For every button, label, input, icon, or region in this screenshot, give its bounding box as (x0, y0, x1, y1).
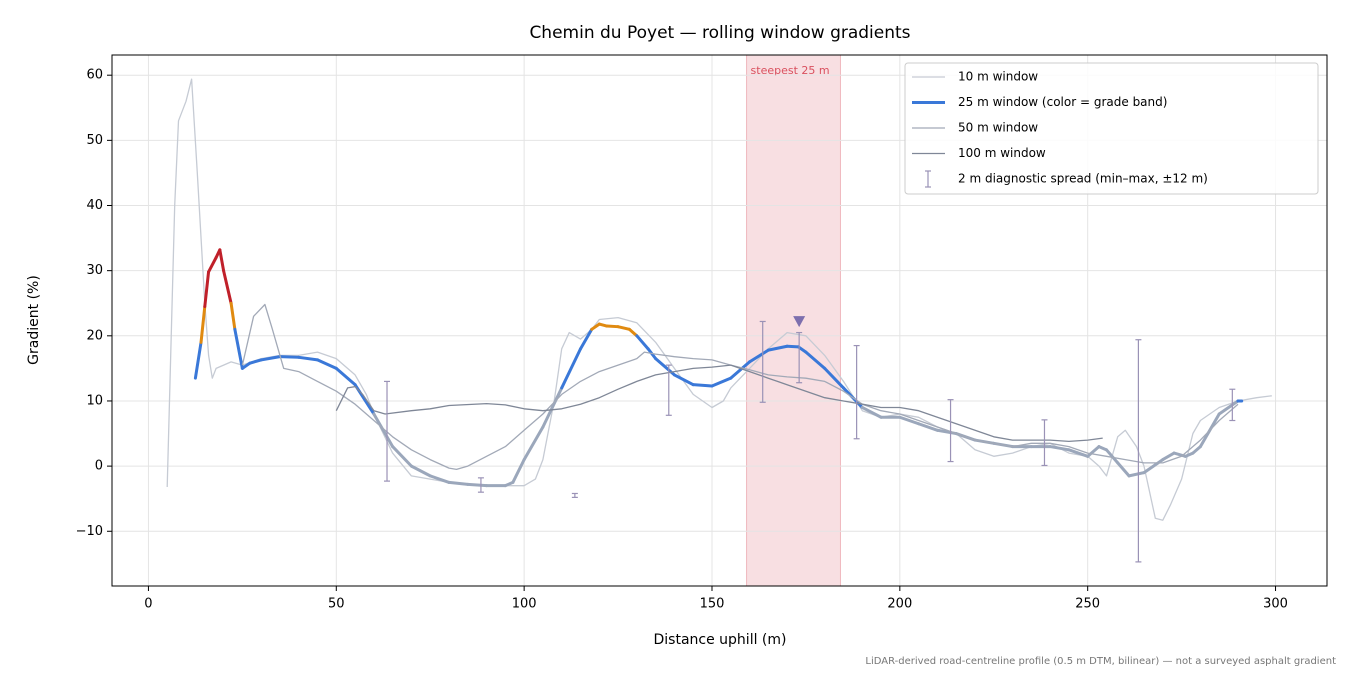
y-tick-label: 0 (95, 459, 103, 474)
legend-label: 10 m window (958, 70, 1038, 84)
series-line (241, 303, 1239, 471)
error-bar (853, 344, 860, 440)
line-segment (691, 383, 714, 388)
line-segment (240, 361, 252, 370)
x-axis-label: Distance uphill (m) (654, 632, 787, 648)
line-segment (710, 376, 733, 388)
error-bar (759, 320, 766, 403)
plot-frame (111, 54, 1328, 587)
line-segment (1104, 448, 1120, 465)
y-tick-label: 10 (86, 393, 103, 408)
peak-marker (793, 316, 806, 328)
x-tick-label: 100 (512, 597, 537, 612)
line-segment (316, 358, 338, 370)
line-segment (207, 256, 218, 274)
highlight-label: steepest 25 m (751, 64, 830, 77)
line-segment (1067, 448, 1090, 458)
x-tick-label: 200 (887, 597, 912, 612)
line-segment (804, 350, 827, 370)
y-tick-label: 60 (86, 68, 103, 83)
error-bar (384, 380, 391, 482)
line-segment (218, 248, 226, 273)
legend-label: 25 m window (color = grade band) (958, 95, 1167, 109)
line-segment (635, 334, 650, 351)
highlight-band (746, 54, 841, 587)
line-segment (522, 425, 545, 462)
line-segment (823, 366, 845, 390)
line-segment (1048, 445, 1071, 452)
line-segment (391, 445, 413, 468)
line-segment (297, 355, 320, 362)
y-tick-label: 30 (86, 263, 103, 278)
line-segment (1086, 445, 1101, 458)
line-segment (590, 322, 601, 331)
line-segment (605, 324, 620, 329)
y-tick-label: 40 (86, 198, 103, 213)
error-bar (1041, 419, 1048, 467)
line-segment (466, 482, 489, 488)
line-segment (193, 340, 203, 380)
line-segment (203, 270, 211, 308)
x-tick-label: 150 (700, 597, 725, 612)
line-segment (233, 327, 244, 370)
error-bar (796, 331, 803, 384)
line-segment (1142, 458, 1165, 475)
legend-label: 2 m diagnostic spread (min–max, ±12 m) (958, 172, 1208, 186)
error-bar (665, 364, 672, 416)
error-bar (1135, 339, 1142, 563)
line-segment (1172, 451, 1187, 458)
line-segment (560, 347, 582, 390)
line-segment (616, 325, 631, 331)
x-tick-label: 50 (328, 597, 345, 612)
line-segment (748, 348, 770, 364)
line-segment (860, 405, 883, 419)
x-tick-label: 0 (144, 597, 152, 612)
line-segment (372, 412, 395, 449)
y-axis-label: Gradient (%) (26, 275, 42, 365)
y-tick-label: −10 (76, 524, 103, 539)
line-segment (672, 373, 695, 387)
line-segment (1116, 461, 1131, 478)
line-segment (199, 304, 207, 344)
y-tick-label: 20 (86, 328, 103, 343)
line-segment (1217, 399, 1240, 416)
line-segment (1161, 451, 1176, 462)
line-segment (578, 327, 594, 351)
line-segment (229, 301, 237, 331)
error-bar (1229, 388, 1236, 422)
x-tick-label: 250 (1075, 597, 1100, 612)
line-segment (1127, 471, 1146, 478)
line-segment (259, 355, 282, 362)
line-segment (627, 327, 639, 338)
line-segment (766, 344, 789, 352)
series-line (335, 364, 1103, 443)
line-segment (428, 474, 451, 484)
line-segment (729, 360, 752, 380)
y-tick-label: 50 (86, 133, 103, 148)
line-segment (447, 480, 470, 486)
line-segment (917, 422, 939, 432)
error-bar (947, 399, 954, 463)
error-bar (571, 492, 578, 498)
line-segment (1191, 445, 1202, 455)
footnote: LiDAR-derived road-centreline profile (0… (865, 656, 1336, 667)
legend-label: 50 m window (958, 121, 1038, 135)
x-tick-label: 300 (1263, 597, 1288, 612)
error-bar (477, 477, 484, 493)
line-segment (222, 269, 233, 305)
legend-box (904, 62, 1319, 195)
line-segment (898, 415, 921, 426)
line-segment (785, 344, 800, 349)
chart-title: Chemin du Poyet — rolling window gradien… (529, 23, 910, 43)
line-segment (334, 366, 357, 387)
line-segment (511, 458, 526, 484)
line-segment (409, 464, 432, 478)
line-segment (541, 386, 564, 429)
legend-label: 100 m window (958, 146, 1046, 160)
line-segment (248, 358, 263, 365)
line-segment (278, 355, 301, 359)
